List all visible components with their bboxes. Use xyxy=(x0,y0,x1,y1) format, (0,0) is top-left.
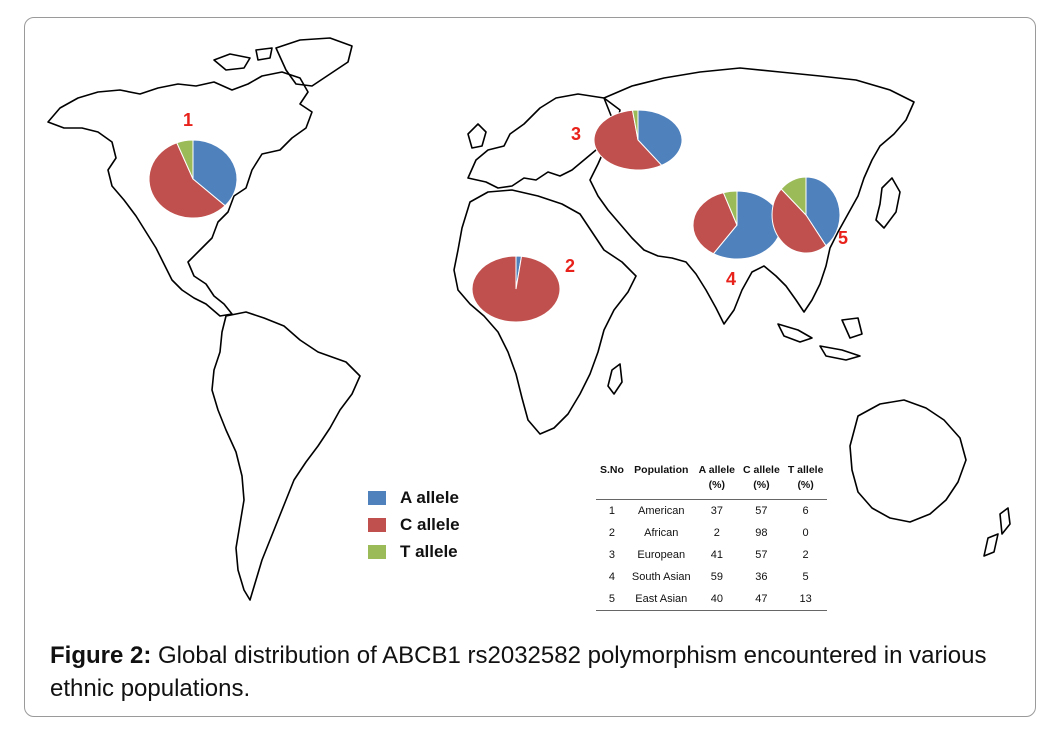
cell-a-allele: 41 xyxy=(710,549,723,561)
cell-population: American xyxy=(638,505,685,517)
cell-population: East Asian xyxy=(627,588,695,611)
cell-c-allele: 57 xyxy=(755,549,768,561)
pie-slice-c-allele xyxy=(471,255,561,323)
legend-item-t-allele: T allele xyxy=(368,538,460,565)
greenland-outline xyxy=(275,37,353,87)
legend-label-a: A allele xyxy=(400,487,459,507)
header-c-allele: C allele (%) xyxy=(739,460,784,500)
cell-a-allele: 2 xyxy=(713,527,720,539)
pie-slice-t-allele xyxy=(780,176,807,217)
pie-east-asian xyxy=(771,176,841,254)
pie-african xyxy=(471,255,561,323)
new-zealand-outline xyxy=(983,507,1011,557)
map-legend: A allele C allele T allele xyxy=(368,484,460,565)
table-row: 3 European 41 57 2 xyxy=(596,544,827,566)
japan-outline xyxy=(875,177,901,229)
cell-c-allele: 57 xyxy=(755,505,768,517)
legend-swatch-t xyxy=(368,544,386,559)
cell-t-allele: 6 xyxy=(802,505,809,517)
header-t-allele: T allele (%) xyxy=(783,460,828,500)
cell-sno: 5 xyxy=(596,588,628,611)
pie-slice-t-allele xyxy=(176,139,194,180)
pie-slice-a-allele xyxy=(805,176,841,247)
cell-population: European xyxy=(637,549,686,561)
pie-number-label: 1 xyxy=(183,110,193,130)
cell-c-allele: 98 xyxy=(755,527,768,539)
cell-c-allele: 36 xyxy=(755,571,768,583)
cell-sno: 2 xyxy=(608,527,616,539)
header-population: Population xyxy=(627,460,695,500)
legend-swatch-a xyxy=(368,490,386,505)
pie-slice-c-allele xyxy=(692,192,738,255)
figure-frame xyxy=(24,17,1036,717)
allele-frequency-table: S.No Population A allele (%) C allele (%… xyxy=(596,460,828,611)
cell-population: African xyxy=(644,527,679,539)
north-america-outline xyxy=(47,71,313,317)
caption-text: Global distribution of ABCB1 rs2032582 p… xyxy=(50,642,987,702)
australia-outline xyxy=(849,399,967,523)
cell-sno: 3 xyxy=(608,549,616,561)
cell-a-allele: 59 xyxy=(710,571,723,583)
table-header-row: S.No Population A allele (%) C allele (%… xyxy=(596,460,828,500)
cell-t-allele: 13 xyxy=(783,588,828,611)
legend-item-c-allele: C allele xyxy=(368,511,460,538)
cell-a-allele: 40 xyxy=(694,588,740,611)
pie-european xyxy=(593,109,683,171)
legend-item-a-allele: A allele xyxy=(368,484,460,511)
cell-t-allele: 2 xyxy=(802,549,809,561)
asia-outline xyxy=(589,67,915,325)
uk-outline xyxy=(467,123,487,149)
canada-islands xyxy=(213,47,273,71)
pie-slice-c-allele xyxy=(771,188,827,254)
pie-number-label: 3 xyxy=(571,124,581,144)
pie-american xyxy=(148,139,238,219)
header-sno: S.No xyxy=(596,460,628,500)
table-row: 5 East Asian 40 47 13 xyxy=(596,588,828,611)
header-a-allele: A allele (%) xyxy=(694,460,740,500)
africa-outline xyxy=(453,189,637,435)
legend-label-t: T allele xyxy=(400,541,458,561)
pie-slice-c-allele xyxy=(593,109,663,171)
cell-c-allele: 47 xyxy=(739,588,784,611)
table-row: 2 African 2 98 0 xyxy=(596,522,827,544)
pie-slice-t-allele xyxy=(722,190,738,226)
cell-a-allele: 37 xyxy=(710,505,723,517)
figure-caption: Figure 2: Global distribution of ABCB1 r… xyxy=(50,639,1020,705)
cell-sno: 1 xyxy=(608,505,616,517)
cell-sno: 4 xyxy=(608,571,616,583)
madagascar-outline xyxy=(607,363,623,395)
legend-label-c: C allele xyxy=(400,514,460,534)
pie-slice-t-allele xyxy=(631,109,639,141)
pie-slice-a-allele xyxy=(192,139,238,207)
pie-charts-layer: 1 2 3 4 5 xyxy=(148,109,848,323)
cell-population: South Asian xyxy=(631,571,691,583)
pie-number-label: 2 xyxy=(565,256,575,276)
table-row: 1 American 37 57 6 xyxy=(596,500,827,523)
pie-number-label: 4 xyxy=(726,269,736,289)
pie-slice-c-allele xyxy=(148,142,226,219)
table-row: 4 South Asian 59 36 5 xyxy=(596,566,827,588)
south-america-outline xyxy=(211,311,361,601)
cell-t-allele: 5 xyxy=(802,571,809,583)
pie-south-asian xyxy=(692,190,782,260)
legend-swatch-c xyxy=(368,517,386,532)
indonesia-islands xyxy=(777,317,863,361)
cell-t-allele: 0 xyxy=(802,527,809,539)
caption-label: Figure 2: xyxy=(50,642,152,669)
pie-number-label: 5 xyxy=(838,228,848,248)
